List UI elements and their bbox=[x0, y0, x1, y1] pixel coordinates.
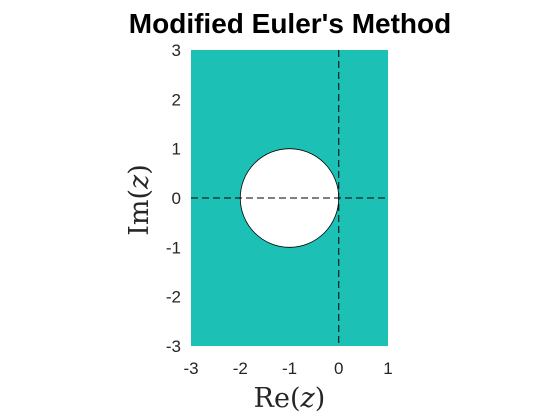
x-axis-label-fn: Re bbox=[254, 383, 290, 414]
y-axis-ticks: -3 -2 -1 0 1 2 3 bbox=[166, 41, 181, 356]
x-axis-label: Re(z) bbox=[254, 383, 326, 414]
y-tick-label: 2 bbox=[172, 90, 181, 109]
x-axis-ticks: -3 -2 -1 0 1 bbox=[183, 359, 392, 378]
x-tick-label: 0 bbox=[334, 359, 343, 378]
y-tick-label: 1 bbox=[172, 140, 181, 159]
y-tick-label: 3 bbox=[172, 41, 181, 60]
y-axis-label-fn: Im bbox=[124, 200, 155, 236]
y-axis-label: Im(z) bbox=[124, 164, 155, 236]
chart-title: Modified Euler's Method bbox=[129, 8, 451, 39]
y-tick-label: -3 bbox=[166, 337, 181, 356]
y-axis-label-var: z bbox=[124, 174, 155, 190]
x-tick-label: 1 bbox=[383, 359, 392, 378]
x-axis-label-close: ) bbox=[315, 383, 326, 414]
y-axis-label-open: ( bbox=[124, 189, 155, 200]
x-tick-label: -3 bbox=[183, 359, 198, 378]
y-axis-label-close: ) bbox=[124, 164, 155, 175]
x-axis-label-open: ( bbox=[290, 383, 301, 414]
x-axis-label-var: z bbox=[300, 383, 316, 414]
x-tick-label: -1 bbox=[282, 359, 297, 378]
y-tick-label: -1 bbox=[166, 238, 181, 257]
plot-area bbox=[191, 50, 388, 346]
y-tick-label: -2 bbox=[166, 288, 181, 307]
y-tick-label: 0 bbox=[172, 189, 181, 208]
x-tick-label: -2 bbox=[233, 359, 248, 378]
